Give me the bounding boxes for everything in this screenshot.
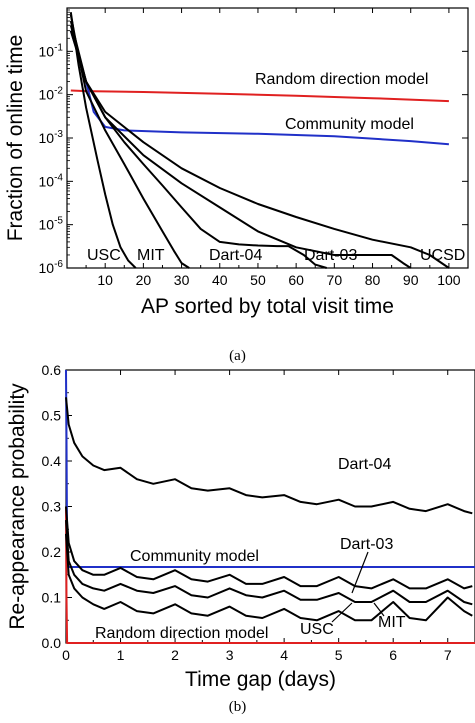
x-tick-label: 50: [250, 272, 266, 288]
series-line-mit: [65, 533, 473, 622]
series-label-ucsd: UCSD: [420, 247, 465, 264]
y-tick-label: 0.2: [42, 544, 62, 560]
series-line-dart-03: [65, 506, 473, 590]
series-label-community-model: Community model: [285, 116, 414, 133]
y-tick-label: 10-5: [39, 216, 64, 233]
panel-a-caption: (a): [229, 348, 246, 364]
series-line-dart-04: [69, 20, 327, 269]
x-axis-title: AP sorted by total visit time: [141, 295, 394, 318]
series-label-dart-03: Dart-03: [304, 247, 357, 264]
y-tick-label: 0.0: [42, 635, 62, 651]
x-tick-label: 100: [437, 272, 461, 288]
annotation-arrow: [331, 602, 353, 623]
x-tick-label: 10: [97, 272, 113, 288]
x-tick-label: 3: [226, 647, 234, 663]
series-label-mit: MIT: [378, 614, 406, 631]
y-tick-label: 10-2: [39, 86, 64, 103]
x-tick-label: 1: [117, 647, 125, 663]
y-axis-title: Re-appearance probability: [6, 383, 29, 630]
series-label-community-model: Community model: [130, 548, 259, 565]
series-line-mit: [69, 14, 190, 269]
series-label-random-direction-model: Random direction model: [95, 625, 268, 642]
series-label-mit: MIT: [137, 247, 165, 264]
x-tick-label: 90: [403, 272, 419, 288]
x-tick-label: 70: [327, 272, 343, 288]
x-tick-label: 20: [136, 272, 152, 288]
x-tick-label: 5: [335, 647, 343, 663]
x-tick-label: 80: [365, 272, 381, 288]
series-line-usc: [65, 520, 473, 606]
annotation-arrow: [373, 602, 385, 617]
series-label-usc: USC: [87, 247, 121, 264]
series-label-usc: USC: [300, 621, 334, 638]
series-label-dart-03: Dart-03: [340, 536, 393, 553]
y-tick-label: 0.1: [42, 590, 62, 606]
series-line-ucsd: [69, 30, 450, 269]
series-label-dart-04: Dart-04: [209, 247, 262, 264]
y-tick-label: 10-1: [39, 42, 64, 59]
series-line-community-model: [65, 369, 475, 568]
series-label-random-direction-model: Random direction model: [255, 71, 428, 88]
x-tick-label: 7: [444, 647, 452, 663]
panel-a-chart: 10 20 30 40 50 60 70 80 90 100 10-6 10-5 10-4 10-3 10-…: [4, 7, 469, 318]
series-line-random-direction-model: [70, 89, 449, 103]
x-tick-label: 6: [389, 647, 397, 663]
x-tick-label: 0: [62, 647, 70, 663]
x-tick-label: 2: [171, 647, 179, 663]
y-tick-label: 10-3: [39, 129, 64, 146]
y-tick-label: 0.3: [42, 499, 62, 515]
series-line-usc: [69, 12, 137, 269]
y-tick-label: 0.6: [42, 362, 62, 378]
x-tick-label: 60: [288, 272, 304, 288]
y-axis-title: Fraction of online time: [4, 35, 27, 242]
y-tick-label: 0.5: [42, 408, 62, 424]
y-tick-label: 0.4: [42, 453, 62, 469]
series-label-dart-04: Dart-04: [338, 456, 391, 473]
panel-b-caption: (b): [228, 699, 247, 715]
annotation-arrow: [351, 551, 369, 594]
series-line-random-direction-model: [65, 506, 475, 644]
x-tick-label: 40: [212, 272, 228, 288]
panel-b-chart: 0 1 2 3 4 5 6 7 0.0 0.1 0.2 0.3 0.4 0.5 0.6 Dart-04 Comm…: [6, 362, 475, 691]
y-tick-label: 10-4: [39, 172, 64, 189]
x-axis-title: Time gap (days): [185, 668, 336, 691]
x-tick-label: 4: [280, 647, 288, 663]
series-line-dart-03: [69, 24, 412, 269]
series-line-dart-04: [65, 397, 473, 515]
y-tick-label: 10-6: [39, 259, 64, 276]
x-tick-label: 30: [174, 272, 190, 288]
